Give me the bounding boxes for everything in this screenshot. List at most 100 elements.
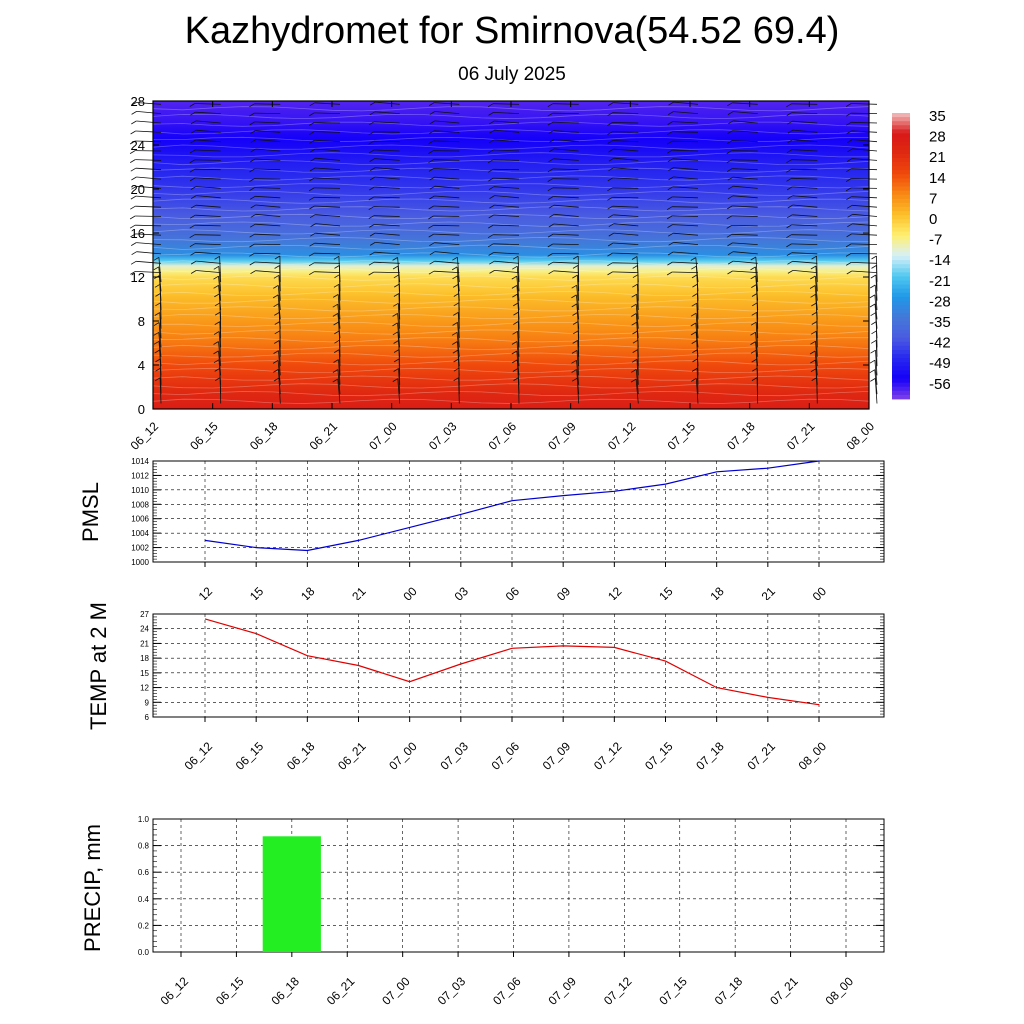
wind-barb bbox=[254, 243, 281, 245]
x-tick-label: 07_00 bbox=[386, 739, 420, 770]
wind-barb bbox=[673, 101, 699, 105]
wind-barb bbox=[733, 120, 758, 124]
colorbar-segment bbox=[892, 378, 910, 384]
wind-barb bbox=[516, 285, 520, 311]
wind-barb-flag bbox=[392, 313, 398, 317]
wind-barb bbox=[398, 368, 401, 395]
x-tick-label: 06_21 bbox=[335, 584, 369, 600]
wind-barb bbox=[195, 120, 221, 124]
wind-barb-flag bbox=[630, 313, 637, 317]
contour-line bbox=[152, 337, 869, 343]
wind-barb-flag bbox=[308, 122, 315, 126]
wind-barb bbox=[696, 303, 699, 329]
wind-barb-flag bbox=[489, 195, 495, 199]
contour-line bbox=[152, 244, 870, 250]
wind-barb-flag bbox=[667, 261, 673, 266]
wind-barb-flag bbox=[692, 349, 698, 353]
y-tick-label: 28 bbox=[131, 94, 145, 109]
wind-barb-flag bbox=[249, 223, 256, 228]
wind-barb-flag bbox=[190, 260, 197, 265]
wind-barb-flag bbox=[667, 121, 673, 125]
wind-barb bbox=[792, 186, 818, 189]
wind-barb bbox=[494, 120, 520, 124]
wind-barb-flag bbox=[273, 377, 280, 382]
wind-barb-flag bbox=[368, 131, 375, 136]
wind-barb-flag bbox=[786, 224, 792, 229]
wind-barb bbox=[135, 224, 162, 227]
wind-barb-flag bbox=[155, 302, 161, 307]
wind-barb-flag bbox=[512, 330, 518, 335]
precip-bar bbox=[262, 836, 321, 952]
wind-barb-flag bbox=[630, 303, 637, 308]
wind-barb-flag bbox=[250, 148, 256, 153]
wind-barb-flag bbox=[513, 377, 519, 381]
wind-barb bbox=[158, 266, 162, 292]
wind-barb-flag bbox=[667, 232, 674, 237]
wind-barb bbox=[672, 121, 699, 124]
wind-barb-flag bbox=[428, 130, 435, 135]
wind-barb-flag bbox=[608, 232, 615, 237]
wind-barb bbox=[576, 294, 580, 320]
colorbar-segment bbox=[892, 202, 910, 208]
wind-barb bbox=[374, 251, 400, 255]
wind-barb bbox=[733, 251, 758, 255]
wind-barb-flag bbox=[213, 359, 220, 364]
colorbar-segment bbox=[892, 333, 910, 339]
colorbar-segment bbox=[892, 190, 910, 196]
wind-barb-flag bbox=[811, 255, 817, 260]
wind-barb bbox=[672, 261, 699, 264]
wind-barb bbox=[314, 262, 341, 264]
wind-barb bbox=[373, 261, 400, 264]
wind-barb bbox=[434, 242, 460, 245]
wind-barb-flag bbox=[548, 139, 555, 143]
wind-barb-flag bbox=[845, 112, 852, 117]
wind-barb-flag bbox=[429, 120, 436, 125]
wind-barb bbox=[636, 256, 639, 283]
wind-barb-flag bbox=[667, 251, 674, 256]
wind-barb bbox=[792, 260, 818, 264]
wind-barb bbox=[493, 149, 520, 152]
wind-barb-flag bbox=[666, 206, 673, 211]
wind-barb-flag bbox=[547, 253, 553, 257]
wind-barb bbox=[731, 215, 758, 217]
colorbar-label: -7 bbox=[929, 232, 942, 249]
wind-barb bbox=[576, 303, 580, 329]
wind-barb bbox=[135, 130, 162, 133]
wind-barb-flag bbox=[632, 283, 638, 288]
wind-barb bbox=[815, 331, 818, 357]
x-tick-label: 07_06 bbox=[486, 419, 520, 453]
x-tick-label: 07_00 bbox=[379, 974, 413, 1008]
wind-barb-flag bbox=[787, 120, 793, 125]
y-axis-label: PMSL bbox=[78, 482, 103, 542]
wind-barb bbox=[851, 262, 878, 264]
wind-barb bbox=[337, 304, 341, 329]
wind-barb-flag bbox=[787, 270, 794, 274]
wind-barb bbox=[373, 215, 400, 217]
contour-line bbox=[152, 191, 870, 197]
x-tick-label: 07_12 bbox=[601, 974, 635, 1008]
wind-barb-flag bbox=[787, 139, 793, 144]
colorbar-segment bbox=[892, 394, 910, 400]
wind-barb-flag bbox=[452, 349, 459, 354]
wind-barb-flag bbox=[369, 111, 376, 116]
wind-barb-flag bbox=[787, 129, 794, 134]
wind-barb-flag bbox=[249, 233, 255, 238]
wind-barb-flag bbox=[810, 275, 816, 280]
wind-barb bbox=[135, 140, 162, 143]
wind-barb bbox=[374, 176, 400, 180]
contour-line bbox=[152, 275, 870, 281]
wind-barb-flag bbox=[547, 187, 554, 192]
wind-barb bbox=[613, 223, 639, 227]
wind-barb bbox=[135, 215, 162, 217]
wind-barb-flag bbox=[368, 215, 375, 220]
y-tick-label: 0.2 bbox=[138, 921, 150, 930]
wind-barb bbox=[552, 178, 579, 180]
wind-barb-flag bbox=[428, 159, 434, 164]
wind-barb-flag bbox=[751, 284, 757, 288]
wind-barb bbox=[433, 233, 460, 236]
precip-chart: 0.0 0.2 0.4 0.6 0.8 1.0 06_12 06_15 06_18 06_21 07… bbox=[80, 815, 885, 1008]
wind-barb bbox=[493, 243, 520, 245]
wind-barb-flag bbox=[751, 311, 758, 316]
y-tick-label: 0.4 bbox=[138, 895, 150, 904]
contour-line bbox=[152, 260, 870, 266]
